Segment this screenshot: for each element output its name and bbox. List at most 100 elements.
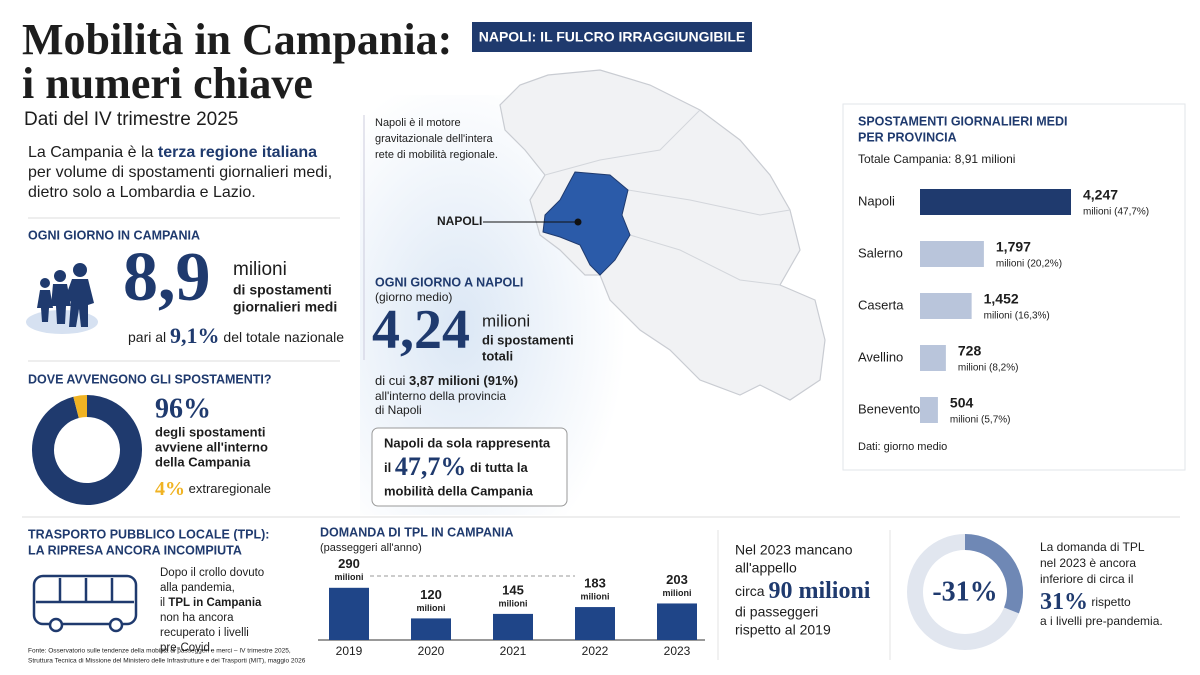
intro: dietro solo a Lombardia e Lazio.	[28, 184, 256, 201]
callout-value: 47,7%	[395, 452, 467, 481]
gap-text: rispetto al 2019	[735, 622, 831, 638]
tpl-text: Dopo il crollo dovuto	[160, 567, 264, 579]
donut-outside-text: extraregionale	[189, 481, 271, 496]
donut-segment	[32, 395, 142, 505]
tpl-text: il TPL in Campania	[160, 597, 262, 609]
bar	[920, 293, 972, 319]
section-heading: DOVE AVVENGONO GLI SPOSTAMENTI?	[28, 372, 272, 386]
x-tick-label: 2019	[336, 644, 363, 658]
x-tick-label: 2022	[582, 644, 609, 658]
value-label: 290	[338, 556, 360, 571]
value-label: 728	[958, 343, 982, 359]
value-label: 1,452	[984, 291, 1019, 307]
title: i numeri chiave	[22, 59, 313, 108]
decline-text: 31% rispetto	[1040, 589, 1131, 615]
description: di spostamenti	[233, 282, 332, 298]
tpl-bold: TPL in Campania	[168, 597, 262, 609]
detail: di cui 3,87 milioni (91%)	[375, 373, 518, 388]
section-heading: TRASPORTO PUBBLICO LOCALE (TPL):	[28, 527, 269, 541]
intro: per volume di spostamenti giornalieri me…	[28, 164, 332, 181]
tpl-text: recuperato i livelli	[160, 627, 249, 639]
big-number: 4,24	[372, 299, 470, 361]
bar	[493, 613, 533, 640]
bar	[575, 607, 615, 640]
gap-text: Nel 2023 mancano	[735, 542, 853, 558]
detail-bold: 3,87 milioni (91%)	[409, 373, 518, 388]
description: di spostamenti	[482, 332, 574, 347]
title: Mobilità in Campania:	[22, 15, 452, 64]
value-label: 1,797	[996, 239, 1031, 255]
decline-text: inferiore di circa il	[1040, 572, 1133, 586]
bar	[920, 189, 1072, 215]
chart-subtitle: (passeggeri all'anno)	[320, 542, 422, 554]
category-label: Benevento	[858, 401, 920, 416]
tpl-text: non ha ancora	[160, 612, 234, 624]
intro-highlight: terza regione italiana	[158, 144, 317, 161]
gap-text: circa	[735, 583, 765, 599]
x-tick-label: 2021	[500, 644, 527, 658]
value-note: milioni (20,2%)	[996, 259, 1062, 270]
callout-text: il 47,7% di tutta la	[384, 452, 529, 481]
bar	[920, 241, 984, 267]
value-label: 4,247	[1083, 187, 1118, 203]
share-text: pari al	[128, 329, 166, 345]
donut-value: 4%	[155, 478, 185, 500]
value-label: 120	[420, 587, 442, 602]
chart-title: DOMANDA DI TPL IN CAMPANIA	[320, 525, 514, 539]
detail-text: di cui	[375, 373, 405, 388]
donut-chart	[32, 395, 142, 505]
category-label: Salerno	[858, 245, 903, 260]
intro: La Campania è la terza regione italiana	[28, 144, 317, 161]
bar	[920, 397, 938, 423]
bar	[920, 345, 946, 371]
tpl-text: pre-Covid.	[160, 642, 213, 654]
donut-value: 96%	[155, 393, 211, 424]
tpl-text: il	[160, 597, 165, 609]
decline-text: nel 2023 è ancora	[1040, 556, 1136, 570]
unit: milioni	[233, 259, 287, 280]
section-heading: OGNI GIORNO IN CAMPANIA	[28, 228, 200, 242]
map-note: Napoli è il motore	[375, 117, 461, 129]
decline-text: La domanda di TPL	[1040, 540, 1145, 554]
map-note: gravitazionale dell'intera	[375, 133, 494, 145]
description: giornalieri medi	[233, 299, 337, 315]
decline-text: a i livelli pre-pandemia.	[1040, 614, 1163, 628]
chart-title: SPOSTAMENTI GIORNALIERI MEDI	[858, 114, 1068, 128]
subtitle: Dati del IV trimestre 2025	[24, 109, 238, 130]
tpl-chart: 290milioni2019120milioni2020145milioni20…	[318, 556, 705, 658]
value-note: milioni (5,7%)	[950, 415, 1011, 426]
intro-text: La Campania è la	[28, 144, 154, 161]
donut-outside: 4% extraregionale	[155, 478, 271, 500]
value-note: milioni (16,3%)	[984, 311, 1050, 322]
section-heading: OGNI GIORNO A NAPOLI	[375, 275, 523, 289]
callout-box	[371, 427, 568, 507]
donut-description: degli spostamenti	[155, 424, 266, 439]
value-label: 183	[584, 575, 606, 590]
donut-segment	[73, 395, 88, 419]
gauge-label: -31%	[932, 576, 997, 607]
value-unit: milioni	[335, 572, 364, 582]
value-note: milioni (47,7%)	[1083, 207, 1149, 218]
detail: all'interno della provincia	[375, 389, 506, 403]
map	[499, 69, 826, 401]
map-note: rete di mobilità regionale.	[375, 149, 498, 161]
value-note: milioni (8,2%)	[958, 363, 1019, 374]
banner	[472, 22, 752, 52]
callout-text: mobilità della Campania	[384, 483, 534, 498]
unit: milioni	[482, 311, 530, 330]
category-label: Avellino	[858, 349, 903, 364]
bar	[329, 587, 369, 640]
gap-text: di passeggeri	[735, 604, 818, 620]
gauge-arc	[964, 534, 1023, 614]
gap-value: 90 milioni	[768, 578, 870, 604]
category-label: Caserta	[858, 297, 904, 312]
bar	[411, 618, 451, 640]
detail: di Napoli	[375, 403, 422, 417]
chart-subtitle: Totale Campania: 8,91 milioni	[858, 152, 1015, 166]
source: Struttura Tecnica di Missione del Minist…	[28, 658, 306, 665]
map-label: NAPOLI	[437, 214, 482, 228]
callout-text: il	[384, 460, 391, 475]
decline-value: 31%	[1040, 589, 1088, 615]
description: totali	[482, 348, 513, 363]
